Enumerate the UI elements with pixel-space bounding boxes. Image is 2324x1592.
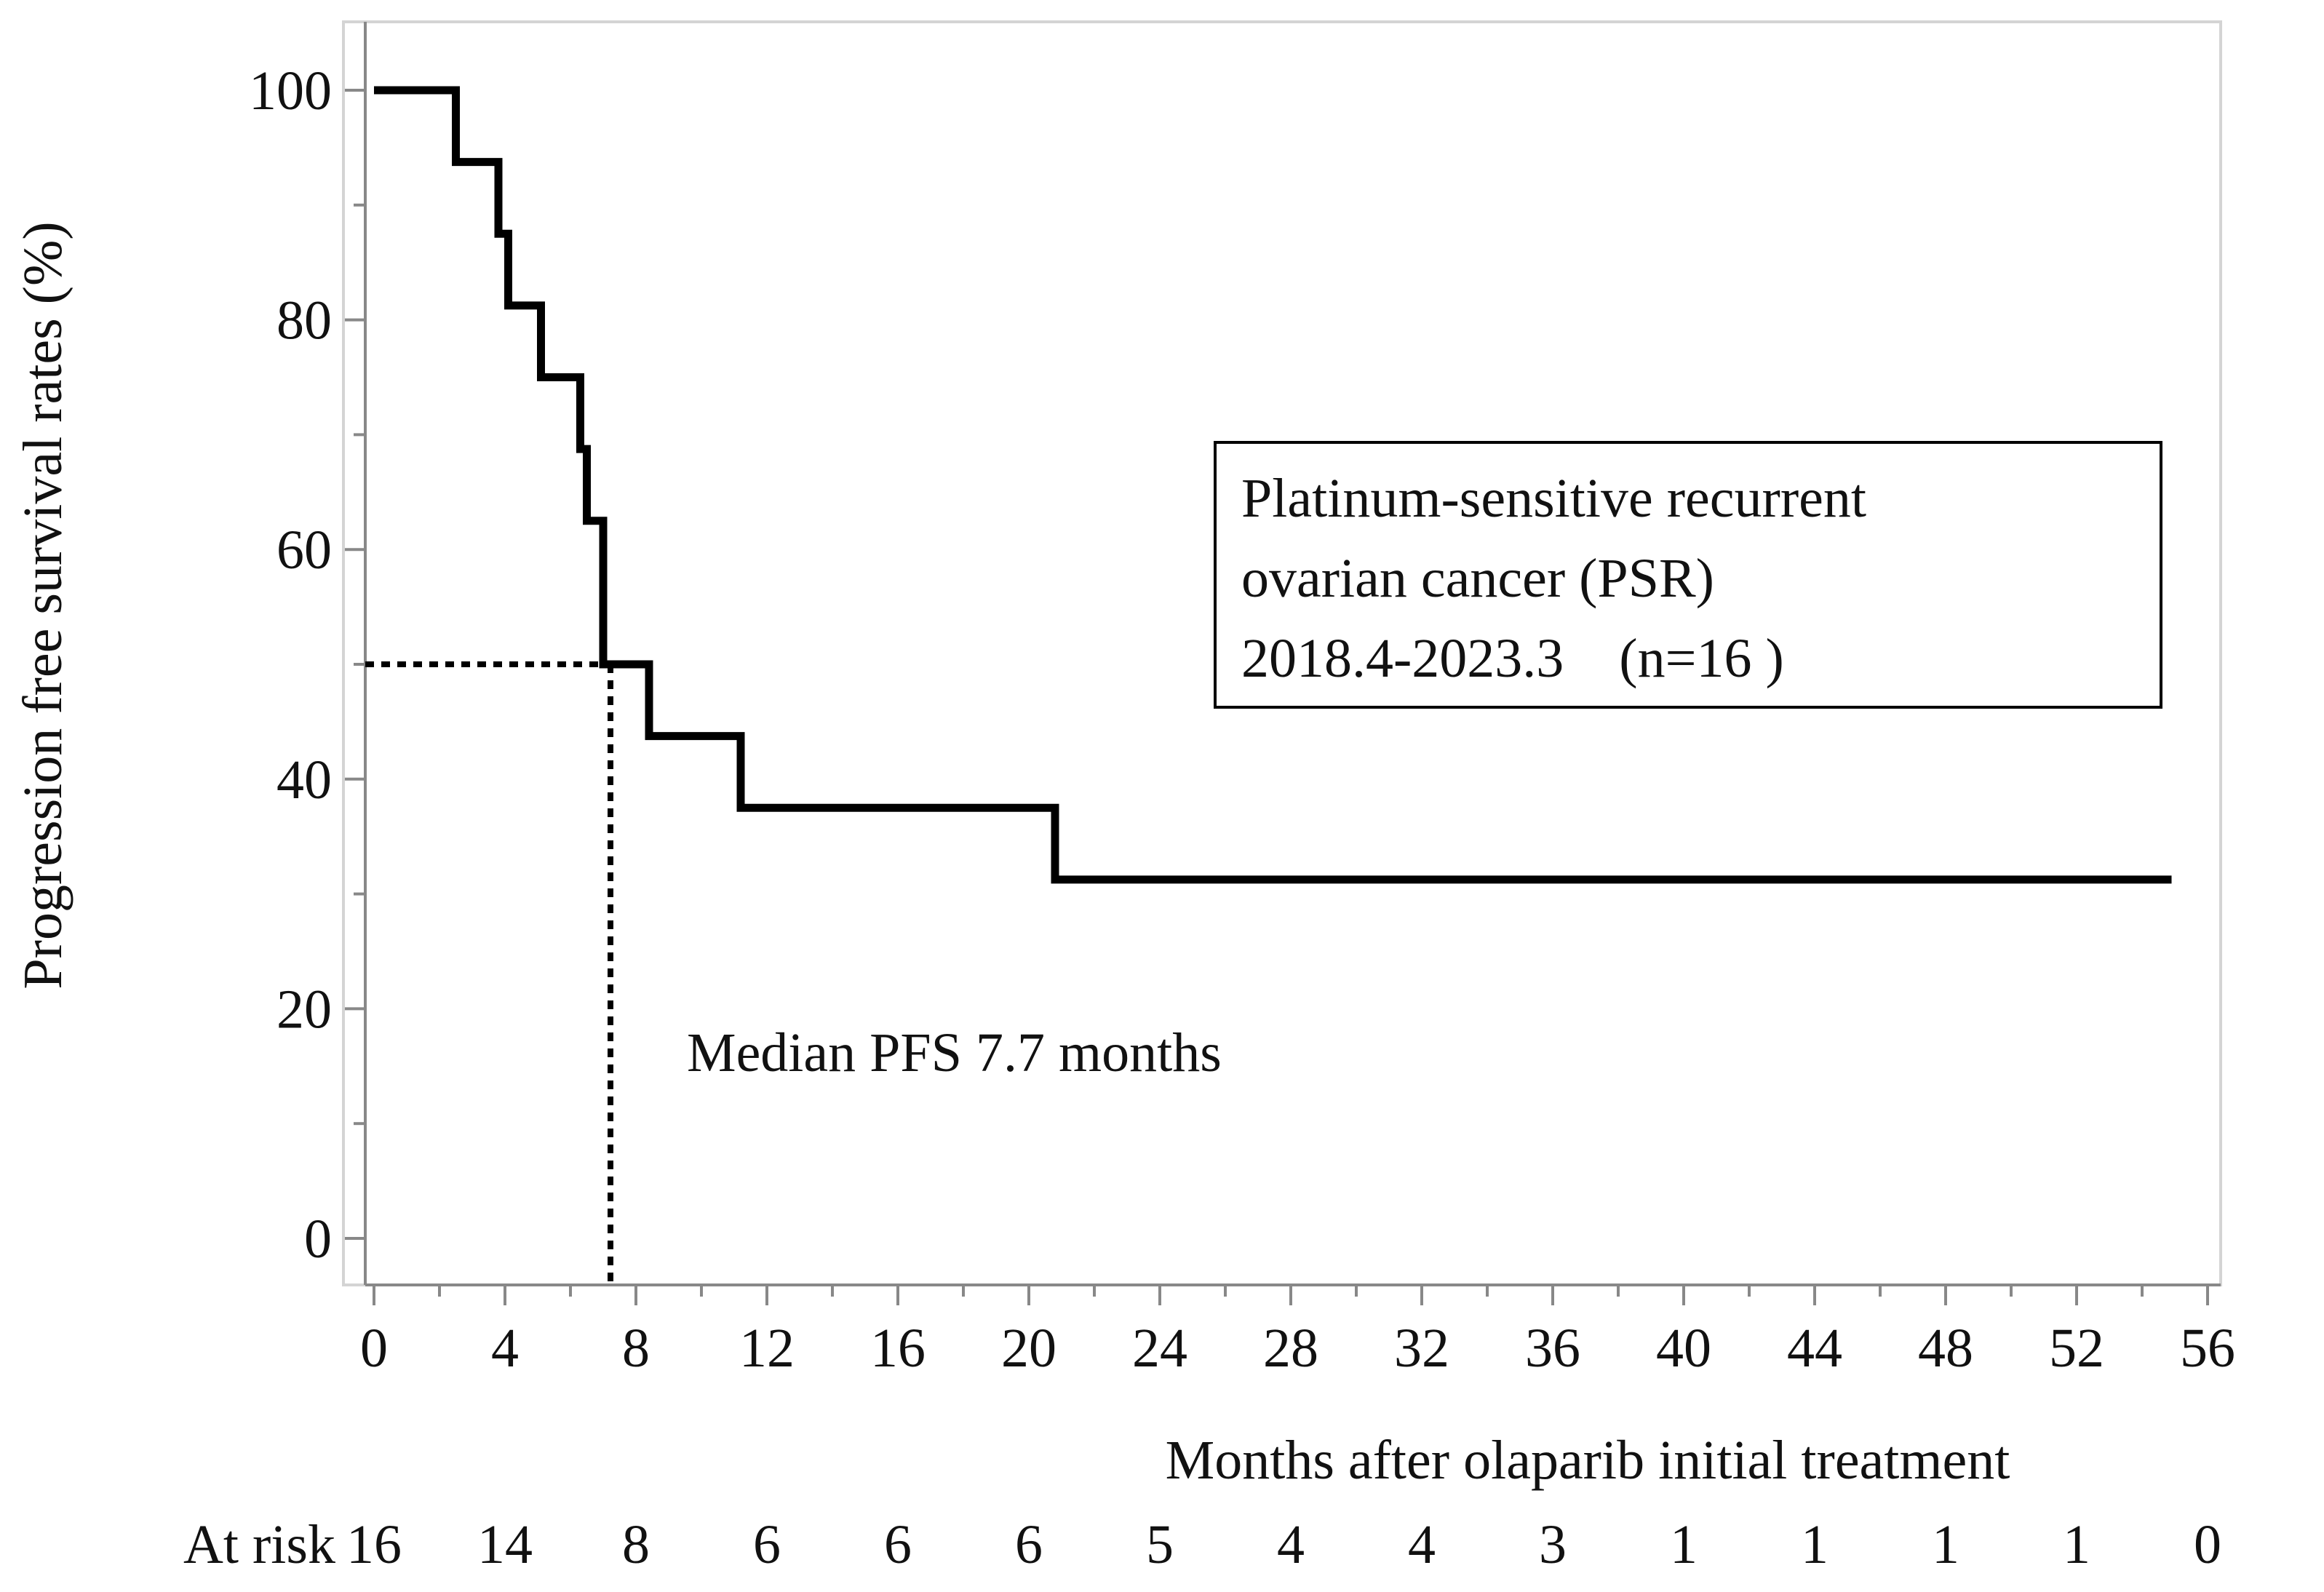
median-pfs-annotation: Median PFS 7.7 months [687, 1022, 1222, 1083]
x-tick-label: 28 [1263, 1318, 1318, 1379]
x-axis-title: Months after olaparib initial treatment [1166, 1430, 2010, 1491]
x-tick-label: 0 [360, 1318, 388, 1379]
median-guides [365, 661, 613, 1285]
at-risk-values: 16 14 8 6 6 6 5 4 4 3 1 1 1 1 0 [346, 1514, 2221, 1575]
x-tick-label: 40 [1656, 1318, 1711, 1379]
y-axis-ticks: 0 20 40 60 80 100 [249, 60, 365, 1270]
at-risk-value: 6 [1015, 1514, 1043, 1575]
x-tick-label: 32 [1394, 1318, 1449, 1379]
x-tick-label: 8 [622, 1318, 650, 1379]
y-tick-label: 40 [276, 749, 332, 811]
y-tick-label: 0 [304, 1209, 332, 1270]
x-tick-label: 16 [870, 1318, 926, 1379]
at-risk-value: 6 [753, 1514, 781, 1575]
y-tick-label: 80 [276, 290, 332, 351]
at-risk-value: 5 [1146, 1514, 1174, 1575]
x-tick-label: 56 [2180, 1318, 2235, 1379]
x-axis-ticks: 0 4 8 12 16 20 24 28 32 36 40 44 48 52 56 [360, 1285, 2235, 1379]
x-tick-label: 24 [1132, 1318, 1187, 1379]
at-risk-value: 3 [1539, 1514, 1567, 1575]
at-risk-value: 1 [1801, 1514, 1828, 1575]
legend-box [1214, 441, 2162, 709]
at-risk-value: 4 [1408, 1514, 1436, 1575]
at-risk-value: 16 [346, 1514, 402, 1575]
y-axis-title: Progression free survival rates (%) [12, 221, 73, 989]
x-tick-label: 12 [739, 1318, 795, 1379]
legend: Platinum-sensitive recurrent ovarian can… [1214, 441, 2162, 709]
at-risk-value: 1 [1932, 1514, 1959, 1575]
legend-line-2: ovarian cancer (PSR) [1241, 548, 1714, 609]
y-tick-label: 20 [276, 979, 332, 1040]
legend-line-3: 2018.4-2023.3 (n=16 ) [1241, 628, 1784, 689]
at-risk-value: 6 [884, 1514, 912, 1575]
x-tick-label: 48 [1918, 1318, 1973, 1379]
y-tick-label: 100 [249, 60, 332, 122]
x-tick-label: 44 [1787, 1318, 1842, 1379]
x-tick-label: 36 [1525, 1318, 1580, 1379]
at-risk-value: 8 [622, 1514, 650, 1575]
at-risk-value: 1 [1670, 1514, 1698, 1575]
at-risk-value: 14 [477, 1514, 533, 1575]
y-tick-label: 60 [276, 520, 332, 581]
at-risk-label: At risk [183, 1514, 335, 1575]
legend-line-1: Platinum-sensitive recurrent [1241, 468, 1866, 529]
x-tick-label: 20 [1001, 1318, 1056, 1379]
at-risk-value: 0 [2194, 1514, 2221, 1575]
x-tick-label: 52 [2049, 1318, 2104, 1379]
at-risk-value: 1 [2063, 1514, 2090, 1575]
x-tick-label: 4 [491, 1318, 519, 1379]
km-survival-curve [374, 86, 2172, 884]
at-risk-value: 4 [1277, 1514, 1305, 1575]
